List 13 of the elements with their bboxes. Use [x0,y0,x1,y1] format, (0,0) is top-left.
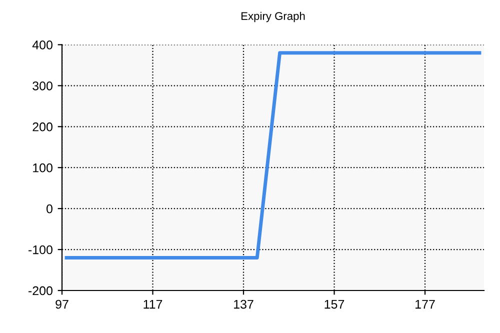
x-tick-label: 177 [416,300,435,309]
y-tick-label: -200 [28,286,52,296]
chart-title: Expiry Graph [241,12,305,22]
x-tick-label: 117 [144,300,162,309]
y-tick-label: 300 [32,81,52,90]
y-tick-label: 400 [32,40,52,50]
y-tick-label: 200 [32,122,52,132]
y-tick-label: 0 [46,204,52,214]
x-tick-label: 157 [324,300,344,309]
x-tick-label: 97 [56,300,68,309]
x-tick-label: 137 [234,300,254,309]
y-tick-label: 100 [33,163,52,172]
y-tick-label: -100 [28,245,52,254]
